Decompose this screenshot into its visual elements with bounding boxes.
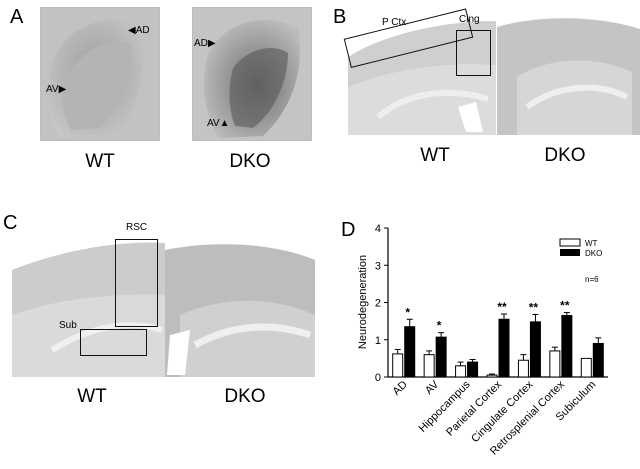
significance-marker: * <box>437 319 442 333</box>
panel-letter-b: B <box>333 6 347 28</box>
panel-letter-a: A <box>10 6 24 28</box>
label-b-dko: DKO <box>544 145 586 166</box>
panel-letter-c: C <box>3 212 18 234</box>
y-tick-label: 0 <box>375 372 381 384</box>
roi-box-cingulate <box>456 30 491 76</box>
bar-wt <box>517 359 529 378</box>
bar-wt <box>455 365 467 378</box>
bar-dko <box>592 342 604 378</box>
roi-label-rsc: RSC <box>126 222 148 233</box>
micrograph-a-dko <box>192 7 312 141</box>
x-tick-label: AD <box>391 379 410 398</box>
significance-marker: ** <box>497 300 507 314</box>
bar-dko <box>404 326 416 378</box>
arrow-label-ad-dko: AD▶ <box>194 38 216 49</box>
roi-box-retrosplenial <box>115 239 158 327</box>
bar-dko <box>561 315 573 378</box>
y-axis-title: Neurodegeneration <box>357 255 369 349</box>
label-a-dko: DKO <box>229 151 271 172</box>
bar-wt <box>486 374 498 378</box>
roi-box-subiculum <box>80 329 147 356</box>
arrowhead-icon: ▲ <box>219 118 230 129</box>
micrograph-b-wt <box>348 7 496 135</box>
arrowhead-icon: ▶ <box>207 38 216 49</box>
significance-marker: ** <box>560 299 570 313</box>
bar-dko <box>467 361 479 378</box>
y-tick-label: 3 <box>375 260 381 272</box>
bar-dko <box>498 318 510 378</box>
y-tick-label: 4 <box>375 223 381 235</box>
x-tick-label: AV <box>423 378 442 397</box>
roi-label-p-ctx: P Ctx <box>382 17 407 28</box>
y-tick-label: 1 <box>375 335 381 347</box>
roi-label-sub: Sub <box>59 320 77 331</box>
legend-label-dko: DKO <box>585 249 602 258</box>
micrograph-c-dko <box>165 235 315 377</box>
significance-marker: * <box>405 305 410 319</box>
x-tick-label: Parietal Cortex <box>444 378 504 438</box>
bar-wt <box>392 353 404 378</box>
sample-size-annotation: n=6 <box>585 275 599 284</box>
arrowhead-icon: ◀ <box>128 25 136 36</box>
bar-dko <box>529 321 541 378</box>
micrograph-c-wt <box>12 235 165 377</box>
arrow-label-ad-wt: ◀AD <box>128 25 150 36</box>
legend-swatch-dko <box>560 249 580 256</box>
micrograph-b-dko <box>497 7 640 135</box>
significance-marker: ** <box>529 300 539 314</box>
y-tick-label: 2 <box>375 298 381 310</box>
legend-label-wt: WT <box>585 239 598 248</box>
label-b-wt: WT <box>420 145 450 166</box>
label-c-wt: WT <box>77 386 107 407</box>
panel-letter-d: D <box>341 219 356 241</box>
bar-wt <box>580 357 592 378</box>
bar-dko <box>435 336 447 378</box>
micrograph-a-wt <box>40 7 160 141</box>
arrowhead-icon: ▶ <box>58 84 67 95</box>
label-c-dko: DKO <box>224 386 266 407</box>
label-a-wt: WT <box>85 151 115 172</box>
legend-swatch-wt <box>559 238 581 247</box>
arrow-label-av-wt: AV▶ <box>46 84 67 95</box>
roi-label-cing: Cing <box>459 14 480 25</box>
bar-wt <box>549 350 561 378</box>
arrow-label-av-dko: AV▲ <box>207 118 230 129</box>
bar-wt <box>423 354 435 378</box>
